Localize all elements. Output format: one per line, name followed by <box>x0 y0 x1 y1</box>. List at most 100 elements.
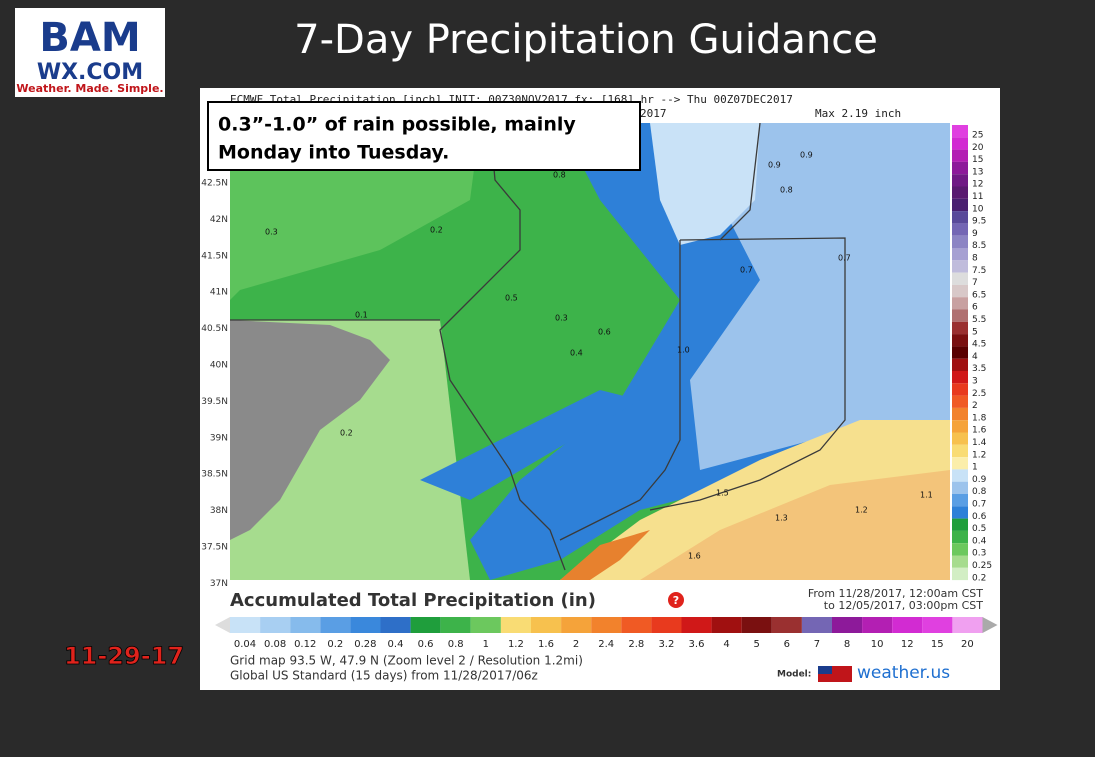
lat-label: 40.5N <box>201 324 228 334</box>
map-value-label: 0.5 <box>505 294 518 303</box>
scale-swatch <box>952 321 968 335</box>
legend-arrow <box>215 617 230 633</box>
map-value-label: 0.8 <box>553 171 566 180</box>
legend-label: 1.2 <box>508 639 524 650</box>
scale-swatch <box>952 444 968 458</box>
legend-swatch <box>952 617 983 633</box>
scale-swatch <box>952 530 968 544</box>
annotation-line: 0.3”-1.0” of rain possible, mainly <box>218 114 576 136</box>
scale-label: 9.5 <box>972 217 986 227</box>
map-value-label: 0.2 <box>340 429 353 438</box>
map-value-label: 1.1 <box>920 491 933 500</box>
legend-swatch <box>531 617 562 633</box>
scale-swatch <box>952 186 968 199</box>
scale-swatch <box>952 149 968 162</box>
scale-label: 4.5 <box>972 340 986 350</box>
scale-label: 7 <box>972 278 978 288</box>
scale-label: 5.5 <box>972 315 986 325</box>
map-value-label: 1.3 <box>775 514 788 523</box>
scale-swatch <box>952 198 968 212</box>
map-value-label: 0.6 <box>598 328 611 337</box>
legend-to: to 12/05/2017, 03:00pm CST <box>824 599 983 612</box>
map: ECMWF Total Precipitation [inch] INIT: 0… <box>230 93 950 580</box>
date: 11-29-17 <box>64 642 184 670</box>
logo-box <box>15 8 165 97</box>
help-icon[interactable] <box>668 592 684 608</box>
region-orange <box>640 470 950 580</box>
lat-label: 39N <box>210 433 228 443</box>
map-value-label: 0.9 <box>800 151 813 160</box>
band-blue <box>420 390 640 500</box>
scale-swatch <box>952 248 968 261</box>
legend-swatch <box>320 617 351 633</box>
scale-label: 5 <box>972 327 978 337</box>
legend-swatch <box>440 617 471 633</box>
legend-label: 0.04 <box>234 639 256 650</box>
legend-swatch <box>591 617 622 633</box>
brand: weather.us <box>857 663 950 683</box>
map-header-2: 2017 <box>640 107 667 120</box>
scale-swatch <box>952 407 968 421</box>
scale-swatch <box>952 543 968 556</box>
map-value-label: 0.7 <box>740 266 753 275</box>
lat-label: 42.5N <box>201 179 228 189</box>
lat-label: 37N <box>210 579 228 589</box>
legend-swatch <box>681 617 712 633</box>
scale-swatch <box>952 161 968 175</box>
legend-label: 3.6 <box>689 639 705 650</box>
scale-label: 12 <box>972 180 983 190</box>
help-icon-glyph: ? <box>673 594 679 607</box>
scale-label: 10 <box>972 204 984 214</box>
scale-label: 4 <box>972 352 978 362</box>
legend-label: 1 <box>483 639 489 650</box>
lat-label: 41N <box>210 288 228 298</box>
map-value-label: 0.9 <box>768 161 781 170</box>
map-value-label: 0.1 <box>355 311 368 320</box>
footer-grid: Grid map 93.5 W, 47.9 N (Zoom level 2 / … <box>230 654 583 668</box>
scale-swatch <box>952 125 968 138</box>
title: 7-Day Precipitation Guidance <box>294 17 878 63</box>
legend-from: From 11/28/2017, 12:00am CST <box>808 587 983 600</box>
scale-label: 13 <box>972 167 983 177</box>
legend-swatch <box>832 617 863 633</box>
scale-label: 7.5 <box>972 266 986 276</box>
legend-swatch <box>290 617 321 633</box>
map-value-label: 1.0 <box>677 346 690 355</box>
map-value-label: 1.6 <box>688 552 701 561</box>
legend-label: 0.12 <box>294 639 316 650</box>
logo-bottom: Weather. Made. Simple. <box>16 82 163 95</box>
legend-label: 2.4 <box>598 639 614 650</box>
scale-label: 1.4 <box>972 438 987 448</box>
legend-label: 4 <box>723 639 729 650</box>
legend-label: 12 <box>901 639 914 650</box>
scale-label: 0.25 <box>972 561 992 571</box>
scale-label: 0.5 <box>972 524 986 534</box>
map-max: Max 2.19 inch <box>815 107 901 120</box>
scale-swatch <box>952 494 968 507</box>
scale-swatch <box>952 371 968 384</box>
scale-label: 8 <box>972 254 978 264</box>
logo-top: BAM <box>39 15 140 61</box>
legend-swatch <box>350 617 381 633</box>
scale-label: 0.8 <box>972 487 987 497</box>
scale-swatch <box>952 358 968 371</box>
legend-label: 3.2 <box>658 639 674 650</box>
annotation-line: Monday into Tuesday. <box>218 142 449 164</box>
scale-label: 25 <box>972 131 983 141</box>
legend-swatch <box>561 617 592 633</box>
legend-label: 20 <box>961 639 974 650</box>
legend-label: 0.2 <box>327 639 343 650</box>
lat-label: 38.5N <box>201 470 228 480</box>
map-value-label: 0.3 <box>555 314 568 323</box>
legend-swatch <box>621 617 652 633</box>
legend-label: 2.8 <box>628 639 644 650</box>
legend-label: 7 <box>814 639 820 650</box>
lat-label: 40N <box>210 361 228 371</box>
scale-label: 0.3 <box>972 549 986 559</box>
scale-swatch <box>952 346 968 359</box>
scale-label: 1.6 <box>972 426 987 436</box>
scale-swatch <box>952 137 968 150</box>
scale-swatch <box>952 174 968 187</box>
scale-swatch <box>952 518 968 531</box>
